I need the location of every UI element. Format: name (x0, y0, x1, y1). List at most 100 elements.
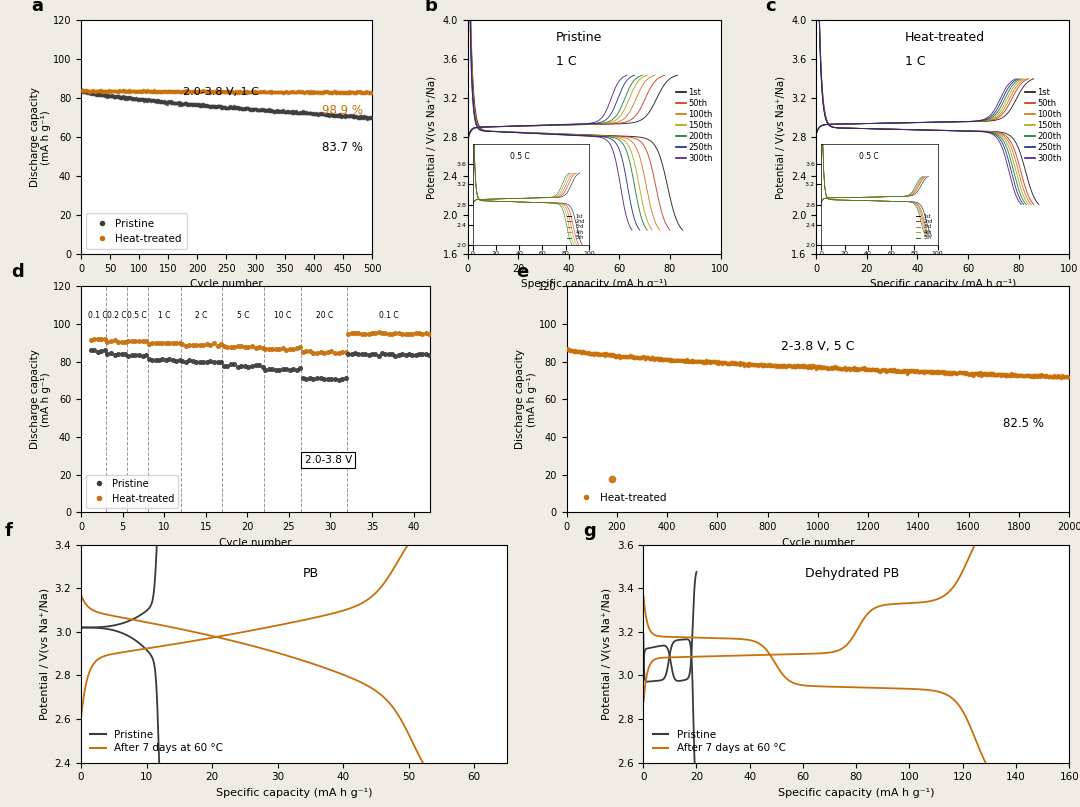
Point (267, 105, 284, 118)
Point (940, 367, 957, 380)
Point (1014, 370, 1031, 383)
Point (913, 365, 930, 378)
Point (387, 327, 404, 340)
Point (990, 369, 1008, 382)
Point (654, 353, 672, 366)
Point (272, 86, 289, 98)
Point (981, 368, 998, 381)
Point (941, 366, 958, 378)
Point (178, 85, 195, 98)
Point (83, 86, 100, 99)
Point (861, 363, 878, 376)
Point (246, 103, 264, 116)
Point (328, 86, 346, 98)
X-axis label: Cycle number: Cycle number (782, 537, 854, 548)
Point (157, 96, 174, 109)
Point (1002, 366, 1020, 379)
Point (653, 353, 671, 366)
Point (231, 85, 248, 98)
Point (671, 355, 688, 368)
Point (983, 367, 1000, 380)
Point (991, 368, 1009, 381)
Y-axis label: Potential / V(vs Na⁺/Na): Potential / V(vs Na⁺/Na) (775, 76, 785, 199)
Point (847, 361, 864, 374)
Point (319, 86, 336, 98)
Point (286, 106, 303, 119)
Point (621, 349, 638, 362)
Point (1004, 368, 1022, 381)
Point (961, 368, 978, 381)
Point (906, 365, 923, 378)
Point (123, 93, 140, 106)
Point (988, 368, 1005, 381)
Text: 5 C: 5 C (237, 312, 249, 320)
Point (1043, 370, 1061, 383)
Point (261, 104, 279, 117)
Point (135, 94, 152, 107)
Point (699, 356, 716, 369)
Point (239, 85, 256, 98)
Point (248, 103, 266, 116)
Point (726, 357, 743, 370)
Point (247, 86, 265, 98)
Point (914, 365, 931, 378)
Point (341, 86, 359, 99)
Point (708, 357, 726, 370)
Point (848, 364, 865, 377)
Point (879, 364, 896, 377)
Point (675, 354, 692, 367)
Point (274, 86, 292, 99)
Point (832, 362, 849, 374)
Point (927, 366, 944, 378)
Point (276, 106, 294, 119)
Point (124, 92, 141, 105)
Point (684, 353, 701, 366)
Point (104, 85, 121, 98)
Point (208, 86, 226, 98)
Point (420, 328, 437, 341)
Point (340, 109, 357, 122)
Point (205, 100, 222, 113)
Point (305, 86, 322, 98)
Point (1027, 368, 1044, 381)
Point (351, 112, 368, 125)
Point (137, 85, 154, 98)
Point (723, 355, 740, 368)
Point (617, 350, 634, 363)
Point (318, 109, 335, 122)
Point (296, 86, 313, 98)
Point (235, 102, 253, 115)
Point (148, 94, 165, 107)
Point (188, 85, 205, 98)
Point (218, 360, 235, 373)
Point (157, 85, 174, 98)
Point (912, 366, 929, 378)
Point (826, 361, 843, 374)
Point (148, 86, 165, 98)
Point (878, 364, 895, 377)
Point (184, 338, 201, 351)
Point (740, 359, 757, 372)
Point (583, 348, 600, 361)
Point (112, 91, 130, 104)
Point (151, 86, 168, 98)
Point (222, 86, 240, 98)
Point (946, 366, 963, 379)
Point (329, 108, 347, 121)
Point (956, 366, 973, 378)
Point (852, 363, 869, 376)
Point (187, 85, 204, 98)
Point (184, 98, 201, 111)
Point (989, 368, 1007, 381)
Point (778, 360, 795, 373)
Point (73, 83, 91, 96)
Point (284, 105, 301, 118)
Point (237, 85, 254, 98)
Point (107, 84, 124, 97)
Point (261, 86, 279, 99)
Point (762, 360, 780, 373)
Point (387, 349, 404, 362)
Point (903, 364, 920, 377)
Point (151, 96, 168, 109)
Point (659, 353, 676, 366)
